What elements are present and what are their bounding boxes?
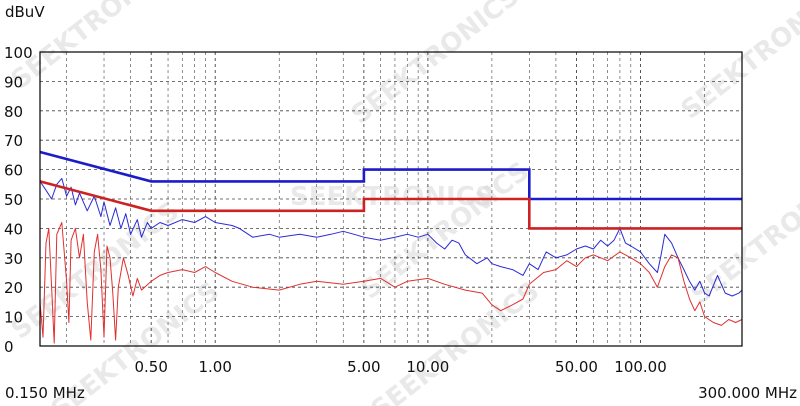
x-start-label: 0.150 MHz bbox=[5, 384, 85, 402]
series-line-2 bbox=[39, 222, 743, 344]
x-tick-label: 10.00 bbox=[406, 358, 449, 376]
watermark-4: SEEKTRONICS bbox=[290, 182, 494, 212]
series-line-1 bbox=[39, 177, 743, 297]
x-tick-label: 50.00 bbox=[555, 358, 598, 376]
x-tick-label: 1.00 bbox=[199, 358, 232, 376]
limit-line-2 bbox=[39, 180, 742, 230]
x-tick-labels: 0.50 1.00 5.00 10.00 50.00 100.00 bbox=[134, 358, 666, 376]
measurement-series bbox=[39, 177, 743, 344]
y-tick-labels: 0 10 20 30 40 50 60 70 80 90 100 bbox=[4, 44, 33, 356]
x-end-label: 300.000 MHz bbox=[698, 384, 797, 402]
watermark-9: SEEKTRONICS bbox=[366, 276, 545, 406]
y-tick-label: 10 bbox=[4, 309, 23, 327]
x-tick-label: 100.00 bbox=[614, 358, 667, 376]
y-tick-label: 100 bbox=[4, 44, 33, 62]
x-tick-label: 0.50 bbox=[134, 358, 167, 376]
limit-lines bbox=[39, 150, 742, 230]
y-axis-unit: dBuV bbox=[5, 3, 45, 21]
watermark-6: SEEKTRONICS bbox=[356, 156, 535, 305]
y-tick-label: 50 bbox=[4, 191, 23, 209]
x-tick-label: 5.00 bbox=[347, 358, 380, 376]
y-tick-label: 60 bbox=[4, 162, 23, 180]
y-tick-label: 20 bbox=[4, 279, 23, 297]
watermark-3: SEEKTRONICS bbox=[676, 0, 800, 126]
y-tick-label: 30 bbox=[4, 250, 23, 268]
y-tick-label: 40 bbox=[4, 220, 23, 238]
y-tick-label: 90 bbox=[4, 73, 23, 91]
y-tick-label: 70 bbox=[4, 132, 23, 150]
y-tick-label: 80 bbox=[4, 103, 23, 121]
y-tick-label: 0 bbox=[4, 338, 14, 356]
plot-frame bbox=[39, 51, 743, 347]
